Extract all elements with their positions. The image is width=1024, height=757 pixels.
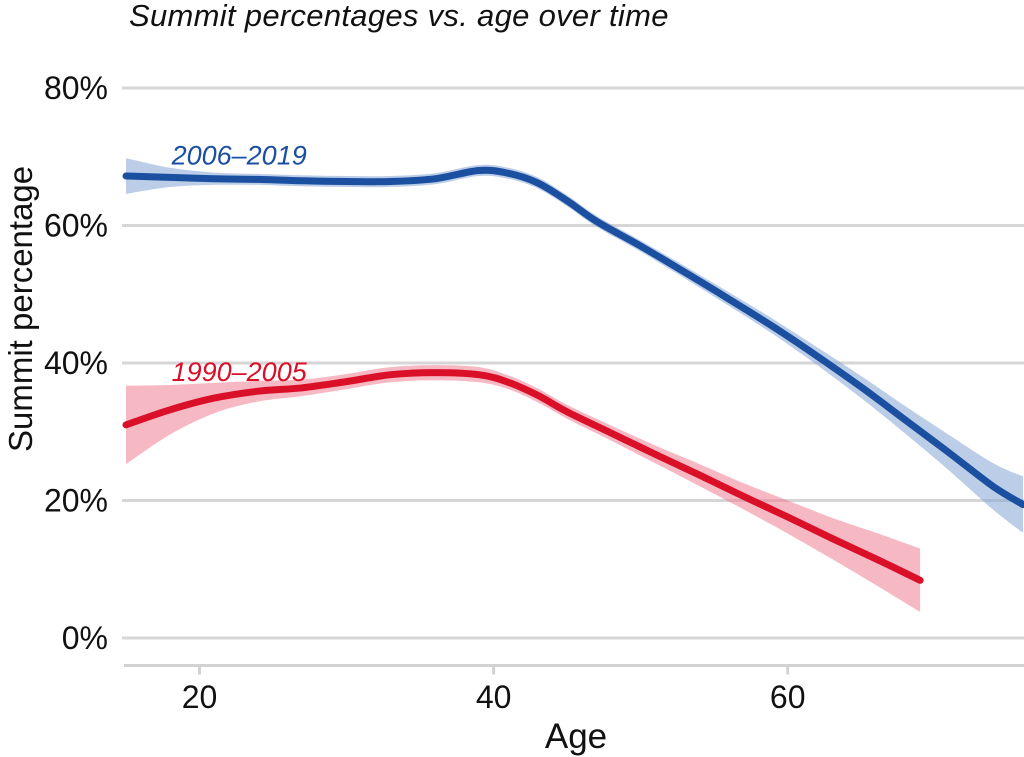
- x-axis-title: Age: [544, 717, 608, 756]
- y-tick-label-60-: 60%: [44, 208, 108, 244]
- series-label-2006-2019: 2006–2019: [171, 140, 307, 170]
- x-tick-label-60: 60: [770, 679, 806, 715]
- chart-title: Summit percentages vs. age over time: [129, 0, 669, 33]
- trend-line-2006-2019: [122, 166, 1024, 509]
- confidence-band-1990-2005: [126, 365, 921, 612]
- trend-line-1990-2005: [122, 369, 924, 584]
- y-tick-label-80-: 80%: [44, 70, 108, 106]
- series-label-1990-2005: 1990–2005: [172, 357, 308, 387]
- confidence-band-2006-2019: [126, 158, 1023, 533]
- y-tick-label-20-: 20%: [44, 483, 108, 519]
- y-tick-label-0-: 0%: [62, 620, 108, 656]
- x-tick-label-20: 20: [182, 679, 218, 715]
- y-tick-label-40-: 40%: [44, 345, 108, 381]
- x-tick-label-40: 40: [476, 679, 512, 715]
